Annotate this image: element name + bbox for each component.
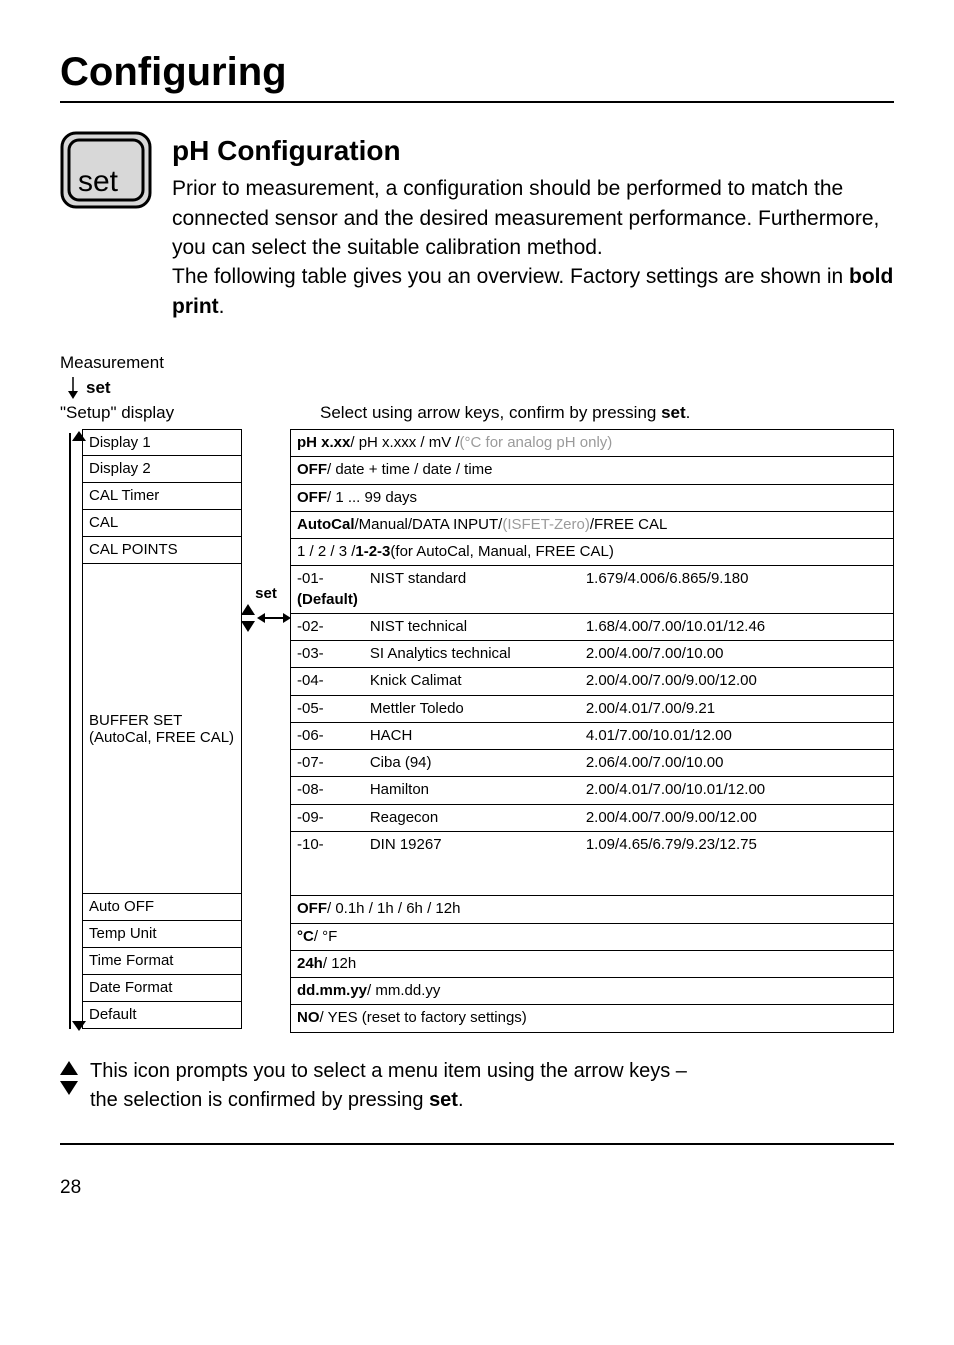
row-display-1: Display 1	[82, 429, 242, 456]
row-cal: CAL	[82, 510, 242, 537]
val-date-format: dd.mm.yy / mm.dd.yy	[290, 978, 894, 1005]
section-heading: pH Configuration	[172, 131, 894, 170]
mid-set-label: set	[242, 585, 290, 602]
val-cal: AutoCal/Manual/DATA INPUT/(ISFET-Zero)/F…	[290, 512, 894, 539]
val-time-format: 24h / 12h	[290, 951, 894, 978]
val-cal-timer: OFF / 1 ... 99 days	[290, 485, 894, 512]
footnote-text: This icon prompts you to select a menu i…	[90, 1057, 687, 1115]
vertical-nav-arrow	[60, 429, 82, 1033]
row-date-format: Date Format	[82, 975, 242, 1002]
buffer-row: -04-Knick Calimat2.00/4.00/7.00/9.00/12.…	[291, 668, 893, 695]
row-cal-timer: CAL Timer	[82, 483, 242, 510]
page-number: 28	[60, 1177, 894, 1199]
val-cal-points: 1 / 2 / 3 / 1-2-3 (for AutoCal, Manual, …	[290, 539, 894, 566]
up-down-triangle-icon	[241, 604, 255, 632]
intro-paragraph-2: The following table gives you an overvie…	[172, 262, 894, 321]
set-arrow-row: set	[66, 377, 894, 399]
buffer-row: -08-Hamilton2.00/4.01/7.00/10.01/12.00	[291, 777, 893, 804]
buffer-row: -07-Ciba (94)2.06/4.00/7.00/10.00	[291, 750, 893, 777]
row-temp-unit: Temp Unit	[82, 921, 242, 948]
buffer-row: -01-(Default) NIST standard 1.679/4.006/…	[291, 566, 893, 613]
val-auto-off: OFF/ 0.1h / 1h / 6h / 12h	[290, 896, 894, 923]
buffer-row: -06-HACH4.01/7.00/10.01/12.00	[291, 722, 893, 749]
row-cal-points: CAL POINTS	[82, 537, 242, 564]
row-display-2: Display 2	[82, 456, 242, 483]
buffer-table: -01-(Default) NIST standard 1.679/4.006/…	[291, 566, 893, 858]
row-time-format: Time Format	[82, 948, 242, 975]
row-auto-off: Auto OFF	[82, 894, 242, 921]
arrow-down-icon	[66, 377, 80, 399]
setup-display-label: "Setup" display	[60, 403, 320, 423]
val-temp-unit: °C / °F	[290, 924, 894, 951]
val-display-1: pH x.xx / pH x.xxx / mV / (°C for analog…	[290, 429, 894, 457]
buffer-row: -03-SI Analytics technical2.00/4.00/7.00…	[291, 641, 893, 668]
buffer-row: -10-DIN 192671.09/4.65/6.79/9.23/12.75	[291, 831, 893, 858]
setup-hint: Select using arrow keys, confirm by pres…	[320, 403, 894, 423]
divider	[60, 1143, 894, 1145]
triangle-down-icon	[60, 1081, 78, 1095]
val-default: NO / YES (reset to factory settings)	[290, 1005, 894, 1032]
svg-text:set: set	[78, 165, 119, 198]
val-display-2: OFF / date + time / date / time	[290, 457, 894, 484]
row-buffer-set: BUFFER SET (AutoCal, FREE CAL)	[82, 564, 242, 894]
buffer-row: -09-Reagecon2.00/4.00/7.00/9.00/12.00	[291, 804, 893, 831]
triangle-up-icon	[60, 1061, 78, 1075]
footnote-triangle-icons	[60, 1057, 78, 1095]
buffer-row: -05-Mettler Toledo2.00/4.01/7.00/9.21	[291, 695, 893, 722]
left-right-arrow-icon	[257, 613, 291, 623]
divider	[60, 101, 894, 103]
buffer-row: -02-NIST technical1.68/4.00/7.00/10.01/1…	[291, 613, 893, 640]
page-title: Configuring	[60, 50, 894, 95]
measurement-label: Measurement	[60, 353, 894, 373]
val-buffer-set: -01-(Default) NIST standard 1.679/4.006/…	[290, 566, 894, 896]
intro-paragraph-1: Prior to measurement, a configuration sh…	[172, 174, 894, 262]
row-default: Default	[82, 1002, 242, 1029]
set-label: set	[86, 378, 111, 398]
set-key-icon: set	[60, 131, 152, 209]
